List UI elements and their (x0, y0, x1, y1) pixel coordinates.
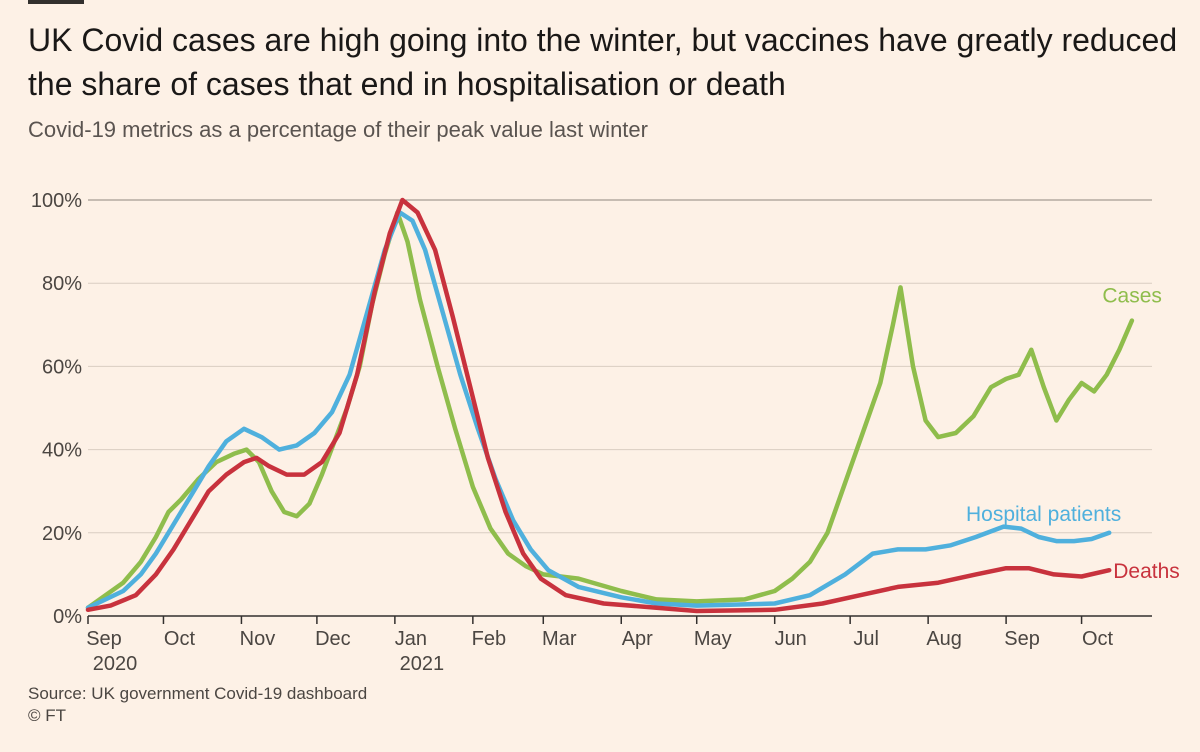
x-tick-label-13: Oct (1082, 628, 1114, 650)
x-tick-label-4: Jan (395, 628, 427, 650)
x-tick-label-2: Nov (240, 628, 276, 650)
series-line-deaths (85, 197, 1112, 614)
x-tick-label-10: Jul (853, 628, 879, 650)
chart-subtitle: Covid-19 metrics as a percentage of thei… (28, 117, 648, 142)
y-tick-label-100: 100% (31, 190, 82, 212)
x-tick-sublabel-0: 2020 (93, 653, 138, 675)
chart-title: UK Covid cases are high going into the w… (28, 22, 1178, 102)
series-line-cases (85, 210, 1135, 610)
y-tick-label-40: 40% (42, 440, 82, 462)
series-line-hospital (85, 210, 1112, 610)
x-tick-label-9: Jun (775, 628, 807, 650)
credit-note: © FT (28, 706, 67, 725)
x-tick-label-12: Sep (1004, 628, 1040, 650)
y-tick-label-0: 0% (53, 606, 82, 628)
series-label-hospital: Hospital patients (966, 503, 1121, 526)
y-axis-ticks: 0% 20% 40% 60% 80% 100% (31, 190, 82, 628)
gridlines (88, 199, 1152, 534)
x-tick-label-8: May (694, 628, 732, 650)
x-tick-label-0: Sep (86, 628, 122, 650)
x-tick-label-6: Mar (542, 628, 577, 650)
series-lines (85, 197, 1135, 614)
y-tick-label-60: 60% (42, 356, 82, 378)
source-note: Source: UK government Covid-19 dashboard (28, 684, 368, 703)
x-tick-sublabel-4: 2021 (400, 653, 445, 675)
series-label-deaths: Deaths (1113, 560, 1180, 583)
series-label-cases: Cases (1102, 285, 1162, 308)
series-labels: Cases Hospital patients Deaths (966, 285, 1180, 584)
y-tick-label-80: 80% (42, 273, 82, 295)
x-tick-label-7: Apr (622, 628, 653, 650)
x-tick-label-5: Feb (472, 628, 506, 650)
top-rule (28, 0, 84, 4)
x-axis: Sep 2020 Oct Nov Dec Jan 2021 Feb Mar Apr May Jun Ju… (86, 615, 1152, 675)
y-tick-label-20: 20% (42, 523, 82, 545)
x-tick-label-1: Oct (164, 628, 196, 650)
x-tick-label-11: Aug (926, 628, 962, 650)
x-tick-label-3: Dec (315, 628, 351, 650)
